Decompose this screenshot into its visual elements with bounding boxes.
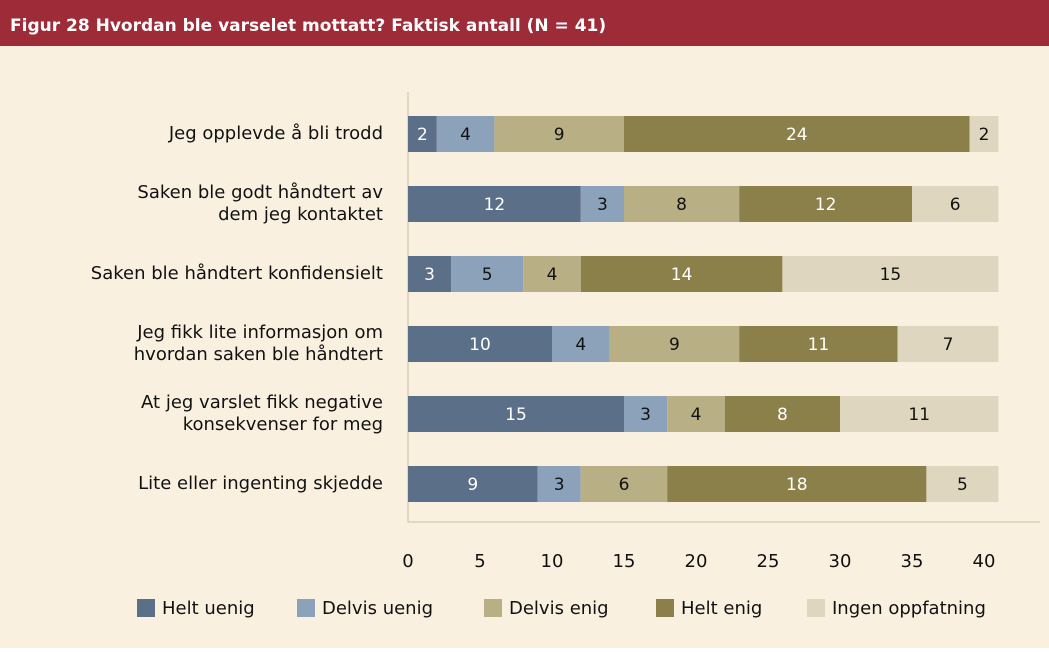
value-label: 24 xyxy=(786,125,808,145)
value-label: 3 xyxy=(424,265,435,285)
bar-segment xyxy=(667,466,927,502)
x-tick-label: 20 xyxy=(685,551,708,572)
value-label: 3 xyxy=(640,405,651,425)
bar-segment xyxy=(408,186,581,222)
category-label: At jeg varslet fikk negative xyxy=(141,392,383,413)
category-label: hvordan saken ble håndtert xyxy=(134,344,383,365)
x-tick-label: 0 xyxy=(402,551,413,572)
bar-segment xyxy=(580,186,624,222)
value-label: 8 xyxy=(777,405,788,425)
value-label: 11 xyxy=(908,405,930,425)
bar-segment xyxy=(408,466,538,502)
header-band xyxy=(0,0,1049,46)
value-label: 5 xyxy=(482,265,493,285)
bar-segment xyxy=(580,256,783,292)
bar-segment xyxy=(624,186,740,222)
value-label: 9 xyxy=(554,125,565,145)
bar-segment xyxy=(782,256,999,292)
value-label: 4 xyxy=(575,335,586,355)
value-label: 9 xyxy=(467,475,478,495)
value-label: 4 xyxy=(547,265,558,285)
x-tick-label: 5 xyxy=(474,551,485,572)
bar-segment xyxy=(624,396,668,432)
x-tick-label: 30 xyxy=(829,551,852,572)
x-tick-label: 35 xyxy=(901,551,924,572)
bar-segment xyxy=(580,466,668,502)
legend-label: Delvis enig xyxy=(509,598,609,619)
bar-segment xyxy=(523,256,581,292)
legend-swatch xyxy=(807,599,825,617)
bar-segment xyxy=(969,116,999,152)
category-label: Saken ble håndtert konfidensielt xyxy=(91,263,383,284)
bar-segment xyxy=(408,326,552,362)
bar-segment xyxy=(739,186,912,222)
legend-swatch xyxy=(137,599,155,617)
value-label: 5 xyxy=(957,475,968,495)
value-label: 11 xyxy=(808,335,830,355)
bar-segment xyxy=(537,466,581,502)
x-tick-label: 15 xyxy=(613,551,636,572)
category-label: Saken ble godt håndtert av xyxy=(137,182,383,203)
value-label: 12 xyxy=(484,195,506,215)
category-label: Jeg opplevde å bli trodd xyxy=(168,123,383,144)
bar-segment xyxy=(926,466,999,502)
value-label: 6 xyxy=(619,475,630,495)
bar-segment xyxy=(624,116,970,152)
category-label: dem jeg kontaktet xyxy=(218,204,383,225)
bar-segment xyxy=(840,396,999,432)
bar-segment xyxy=(408,116,437,152)
x-tick-label: 40 xyxy=(973,551,996,572)
legend-label: Helt enig xyxy=(681,598,762,619)
value-label: 9 xyxy=(669,335,680,355)
value-label: 3 xyxy=(597,195,608,215)
legend-swatch xyxy=(297,599,315,617)
value-label: 18 xyxy=(786,475,808,495)
x-tick-label: 25 xyxy=(757,551,780,572)
bar-segment xyxy=(552,326,610,362)
bar-segment xyxy=(739,326,898,362)
value-label: 6 xyxy=(950,195,961,215)
value-label: 4 xyxy=(460,125,471,145)
bar-segment xyxy=(494,116,624,152)
legend-label: Ingen oppfatning xyxy=(832,598,986,619)
bar-segment xyxy=(451,256,524,292)
legend-swatch xyxy=(656,599,674,617)
value-label: 15 xyxy=(880,265,902,285)
bar-segment xyxy=(408,256,452,292)
bar-segment xyxy=(897,326,999,362)
value-label: 3 xyxy=(554,475,565,495)
bar-segment xyxy=(436,116,495,152)
legend-label: Helt uenig xyxy=(162,598,255,619)
value-label: 2 xyxy=(979,125,990,145)
value-label: 15 xyxy=(505,405,527,425)
value-label: 10 xyxy=(469,335,491,355)
chart-title: Figur 28 Hvordan ble varselet mottatt? F… xyxy=(10,16,606,36)
bar-segment xyxy=(408,396,624,432)
value-label: 14 xyxy=(671,265,693,285)
value-label: 12 xyxy=(815,195,837,215)
legend-swatch xyxy=(484,599,502,617)
bar-segment xyxy=(912,186,999,222)
value-label: 8 xyxy=(676,195,687,215)
category-label: Jeg fikk lite informasjon om xyxy=(136,322,383,343)
bar-segment xyxy=(667,396,725,432)
bar-segment xyxy=(609,326,740,362)
category-label: konsekvenser for meg xyxy=(183,414,383,435)
bar-segment xyxy=(724,396,840,432)
value-label: 4 xyxy=(691,405,702,425)
category-label: Lite eller ingenting skjedde xyxy=(138,473,383,494)
value-label: 2 xyxy=(417,125,428,145)
legend-label: Delvis uenig xyxy=(322,598,433,619)
value-label: 7 xyxy=(943,335,954,355)
x-tick-label: 10 xyxy=(541,551,564,572)
